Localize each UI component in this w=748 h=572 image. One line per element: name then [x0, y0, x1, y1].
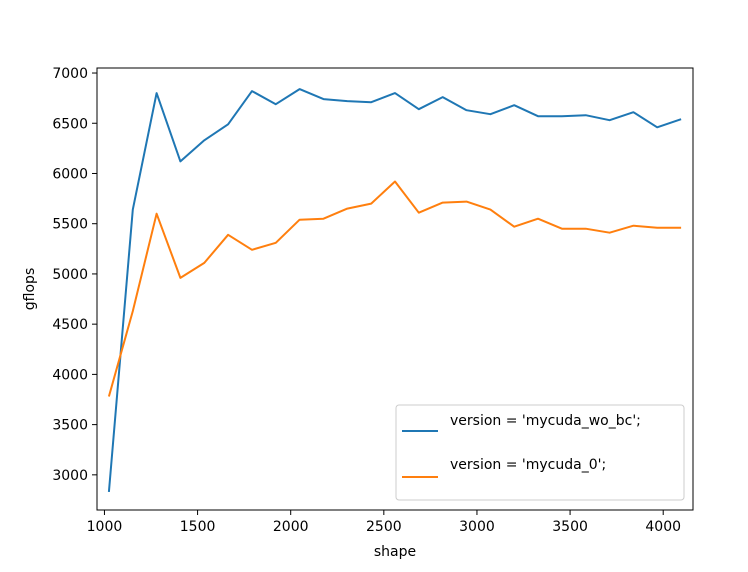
legend-label-mycuda-wo-bc: version = 'mycuda_wo_bc';	[450, 413, 641, 429]
series-layer	[107, 88, 682, 492]
y-axis-label: gflops	[22, 268, 38, 310]
legend-label-mycuda-0: version = 'mycuda_0';	[450, 457, 606, 473]
series-line-0	[107, 88, 682, 492]
x-tick-label: 4000	[645, 519, 681, 535]
legend: version = 'mycuda_wo_bc'; version = 'myc…	[395, 404, 685, 501]
x-tick-label: 1000	[87, 519, 123, 535]
y-tick-label: 3500	[52, 418, 88, 434]
x-axis-label: shape	[374, 544, 416, 560]
y-tick-label: 6500	[52, 116, 88, 132]
y-tick-label: 4000	[52, 367, 88, 383]
x-tick-label: 3500	[552, 519, 588, 535]
y-tick-label: 5000	[52, 267, 88, 283]
plot-frame	[96, 67, 694, 511]
x-tick-label: 2500	[366, 519, 402, 535]
y-axis-ticks: 3000 3500 4000 4500 5000 5500 6000 6500 7000	[52, 66, 97, 484]
y-tick-label: 4500	[52, 317, 88, 333]
x-tick-label: 2000	[273, 519, 309, 535]
series-line-1	[107, 180, 682, 397]
y-tick-label: 7000	[52, 66, 88, 82]
x-tick-label: 1500	[180, 519, 216, 535]
x-axis-ticks: 1000 1500 2000 2500 3000 3500 4000	[87, 510, 681, 535]
legend-box	[395, 404, 685, 501]
y-tick-label: 3000	[52, 468, 88, 484]
y-tick-label: 6000	[52, 166, 88, 182]
x-tick-label: 3000	[459, 519, 495, 535]
y-tick-label: 5500	[52, 217, 88, 233]
